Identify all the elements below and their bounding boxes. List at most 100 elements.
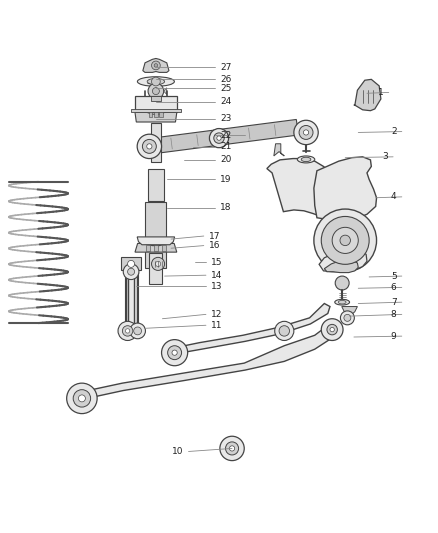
Bar — [149, 254, 162, 284]
Polygon shape — [324, 260, 358, 272]
Circle shape — [123, 264, 139, 279]
Ellipse shape — [335, 300, 350, 305]
Circle shape — [152, 61, 160, 70]
Circle shape — [155, 261, 161, 266]
Circle shape — [330, 327, 334, 332]
Text: 3: 3 — [382, 152, 388, 161]
Circle shape — [344, 314, 351, 321]
Text: 22: 22 — [220, 131, 231, 140]
Circle shape — [332, 228, 358, 254]
Bar — [121, 257, 141, 270]
Ellipse shape — [147, 78, 165, 85]
Bar — [124, 272, 138, 331]
Polygon shape — [354, 79, 381, 111]
Circle shape — [226, 442, 239, 455]
Circle shape — [220, 436, 244, 461]
Polygon shape — [342, 306, 357, 314]
Polygon shape — [137, 237, 175, 245]
Circle shape — [275, 321, 294, 341]
Text: 1: 1 — [378, 88, 384, 97]
Bar — [154, 245, 158, 251]
Circle shape — [67, 383, 97, 414]
Polygon shape — [319, 248, 367, 272]
Bar — [162, 245, 166, 251]
Polygon shape — [314, 157, 377, 221]
Text: 23: 23 — [220, 114, 231, 123]
Circle shape — [78, 395, 85, 402]
Circle shape — [214, 133, 224, 143]
Bar — [145, 202, 166, 268]
Text: 24: 24 — [220, 98, 231, 107]
Text: 15: 15 — [211, 257, 223, 266]
Text: 6: 6 — [391, 283, 396, 292]
Circle shape — [137, 134, 162, 158]
Circle shape — [73, 390, 91, 407]
Circle shape — [154, 63, 158, 67]
Circle shape — [217, 136, 221, 140]
Text: 18: 18 — [220, 203, 231, 212]
Text: 17: 17 — [209, 231, 220, 240]
Text: 26: 26 — [220, 75, 231, 84]
Circle shape — [279, 326, 290, 336]
Text: 12: 12 — [211, 310, 223, 319]
Bar — [146, 245, 150, 251]
Bar — [149, 112, 152, 117]
Text: 9: 9 — [391, 332, 396, 341]
Circle shape — [335, 276, 349, 290]
Circle shape — [304, 130, 309, 135]
Circle shape — [168, 346, 182, 360]
Polygon shape — [274, 144, 284, 156]
Circle shape — [152, 257, 165, 270]
Polygon shape — [164, 88, 167, 94]
Text: 19: 19 — [220, 175, 231, 184]
Text: 8: 8 — [391, 310, 396, 319]
Polygon shape — [148, 98, 153, 102]
Circle shape — [172, 350, 177, 356]
Polygon shape — [135, 244, 177, 252]
Circle shape — [127, 268, 134, 275]
Ellipse shape — [338, 301, 346, 304]
Polygon shape — [143, 59, 169, 72]
Polygon shape — [163, 303, 330, 356]
Circle shape — [125, 329, 130, 333]
Text: 10: 10 — [172, 447, 184, 456]
Circle shape — [127, 261, 134, 268]
Bar — [154, 112, 158, 117]
Bar — [151, 123, 161, 162]
Text: 20: 20 — [220, 156, 231, 164]
Bar — [151, 96, 161, 101]
Text: 11: 11 — [211, 321, 223, 330]
Circle shape — [340, 311, 354, 325]
Bar — [131, 109, 181, 112]
Text: 27: 27 — [220, 63, 231, 71]
Circle shape — [230, 446, 235, 451]
Text: 14: 14 — [211, 271, 223, 280]
Text: 21: 21 — [220, 142, 231, 151]
Text: 5: 5 — [391, 272, 396, 280]
Circle shape — [321, 216, 369, 264]
Text: 7: 7 — [391, 298, 396, 306]
Circle shape — [321, 319, 343, 341]
Text: 4: 4 — [391, 192, 396, 201]
Ellipse shape — [138, 77, 174, 86]
Text: 16: 16 — [209, 241, 220, 250]
Polygon shape — [67, 322, 339, 402]
Circle shape — [148, 83, 164, 99]
Circle shape — [142, 140, 156, 154]
Text: 25: 25 — [220, 84, 231, 93]
Polygon shape — [148, 80, 153, 84]
Circle shape — [340, 235, 350, 246]
Polygon shape — [267, 158, 352, 220]
Bar — [148, 169, 164, 201]
Circle shape — [152, 77, 160, 86]
Circle shape — [162, 340, 187, 366]
Circle shape — [209, 128, 229, 148]
Polygon shape — [135, 112, 177, 122]
Circle shape — [152, 87, 159, 94]
Circle shape — [294, 120, 318, 144]
Text: 13: 13 — [211, 281, 223, 290]
Circle shape — [147, 144, 152, 149]
Ellipse shape — [297, 156, 315, 163]
Circle shape — [130, 323, 145, 339]
Circle shape — [118, 321, 137, 341]
